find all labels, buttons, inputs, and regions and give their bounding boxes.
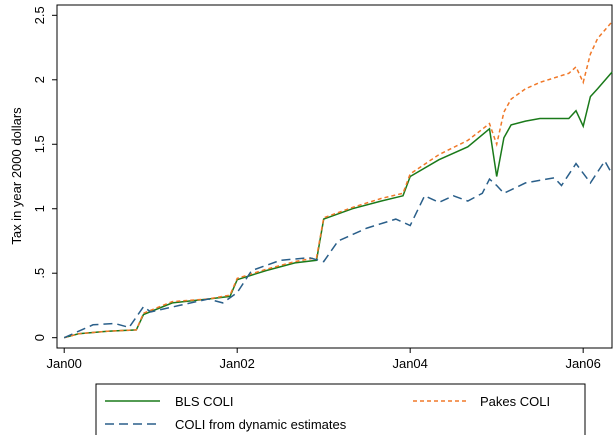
y-axis-label: Tax in year 2000 dollars bbox=[9, 107, 24, 245]
y-tick-label: 2 bbox=[32, 76, 47, 83]
series-line bbox=[63, 159, 613, 339]
y-tick-label: 1.5 bbox=[32, 135, 47, 153]
x-tick-label: Jan06 bbox=[565, 356, 600, 371]
y-tick-label: 1 bbox=[32, 205, 47, 212]
legend-frame bbox=[95, 383, 586, 440]
series-line bbox=[64, 21, 613, 339]
legend-label: BLS COLI bbox=[175, 394, 234, 409]
x-tick-label: Jan00 bbox=[46, 356, 81, 371]
series-line bbox=[64, 71, 613, 339]
y-tick-label: .5 bbox=[32, 268, 47, 279]
legend-label: COLI from dynamic estimates bbox=[175, 417, 347, 432]
plot-frame bbox=[56, 4, 613, 349]
x-tick-label: Jan02 bbox=[219, 356, 254, 371]
x-tick-label: Jan04 bbox=[392, 356, 427, 371]
y-tick-label: 0 bbox=[32, 334, 47, 341]
y-tick-label: 2.5 bbox=[32, 6, 47, 24]
legend-label: Pakes COLI bbox=[480, 394, 550, 409]
